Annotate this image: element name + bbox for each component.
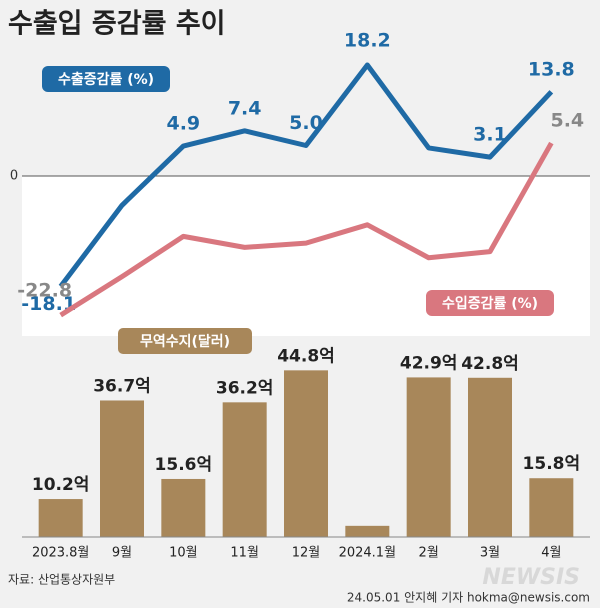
data-label: 36.7억 [93,376,151,396]
data-label: -18.1 [21,293,76,315]
x-tick-label: 12월 [292,546,321,561]
watermark: NEWSIS [482,565,580,590]
data-label: 18.2 [344,29,391,51]
data-label: 7.4 [228,97,262,119]
data-label: 5.4 [550,110,584,132]
data-label: 13.8 [528,58,575,80]
data-label: 42.9억 [400,353,458,373]
bar [406,377,451,537]
y-tick-label: 0 [10,169,18,184]
x-tick-label: 10월 [169,546,198,561]
bar [38,499,83,537]
x-tick-label: 3월 [480,546,500,561]
data-label: 36.2억 [216,378,274,398]
data-label: 4.9 [166,113,200,135]
line [58,62,554,288]
bar [161,478,206,537]
credit: 24.05.01 안지혜 기자 hokma@newsis.com [347,591,590,605]
legend-label: 수입증감률 (%) [442,295,538,312]
legend-box [426,290,554,316]
x-tick-label: 2023.8월 [32,546,89,561]
bar [345,525,390,537]
x-tick-label: 4월 [541,546,561,561]
data-label: 10.2억 [32,475,90,495]
data-label: -22.8 [17,280,72,302]
source: 자료: 산업통상자원부 [8,573,115,587]
x-tick-label: 9월 [112,546,132,561]
data-label: 42.8억 [461,354,519,374]
legend-label: 수출증감률 (%) [58,71,154,88]
data-label: 5.0 [289,112,323,134]
data-label: 3.1 [473,124,507,146]
data-label: 15.6억 [155,455,213,475]
x-tick-label: 2024.1월 [339,546,396,561]
legend-box [42,66,170,92]
bar-title-box [118,328,252,354]
bar [284,370,328,537]
bar [529,478,574,537]
bar-title: 무역수지(달러) [140,333,230,350]
x-tick-label: 2월 [419,546,439,561]
bar [468,377,512,537]
x-tick-label: 11월 [230,546,259,561]
bar [100,400,144,537]
chart-title: 수출입 증감률 추이 [8,9,226,40]
bar [222,402,267,537]
data-label: 44.8억 [277,346,335,366]
data-label: 15.8억 [523,454,581,474]
line [59,141,554,318]
